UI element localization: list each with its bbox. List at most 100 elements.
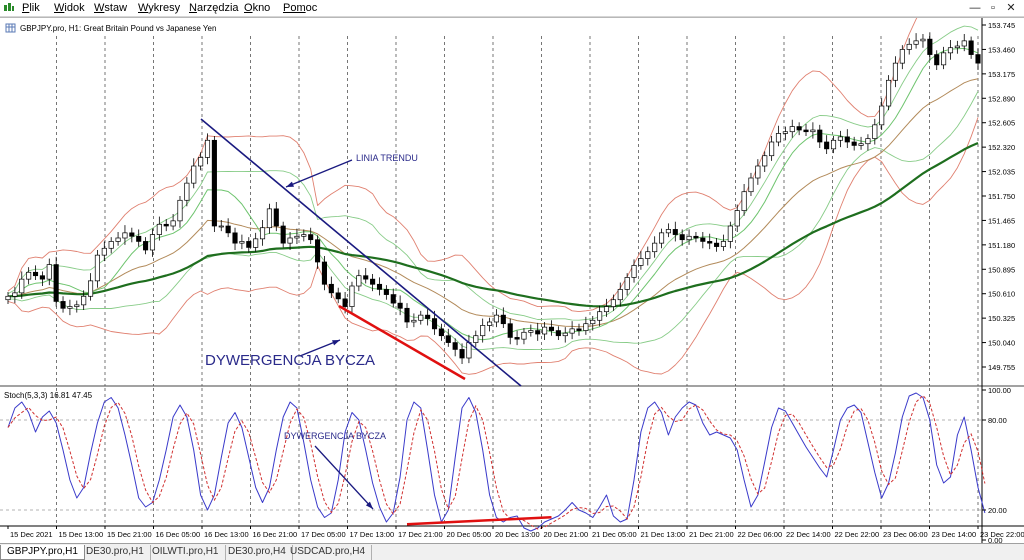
candle-body <box>425 314 431 319</box>
trend-line <box>200 118 522 387</box>
minimize-button[interactable]: — <box>969 2 981 14</box>
candle-body <box>597 311 603 321</box>
candle-body <box>487 321 493 326</box>
candle-body <box>473 335 479 343</box>
candle-body <box>308 234 314 241</box>
lower-band-outer <box>7 117 979 375</box>
candlesticks <box>5 32 981 364</box>
candle-body <box>204 139 211 158</box>
candle-body <box>617 289 623 301</box>
chart-canvas[interactable]: LINIA TRENDU DYWERGENCJA BYCZA DYWERGENCJA… <box>0 18 1024 544</box>
menu-item-3[interactable]: Wykresy <box>138 2 180 15</box>
candle-body <box>156 223 162 235</box>
restore-button[interactable]: ▫ <box>991 2 995 14</box>
candle-body <box>672 229 678 235</box>
price-tick-label: 150.895 <box>988 265 1015 274</box>
chart-tab[interactable]: OILWTI.pro,H1 <box>146 545 226 560</box>
osc-divergence-label: DYWERGENCJA BYCZA <box>284 431 386 441</box>
candle-body <box>810 129 816 133</box>
candle-body <box>631 265 637 278</box>
chart-window[interactable]: LINIA TRENDU DYWERGENCJA BYCZA DYWERGENCJA… <box>0 17 1024 544</box>
candle-body <box>88 280 94 297</box>
chart-tab[interactable]: GBPJPY.pro,H1 <box>0 545 85 560</box>
candle-body <box>645 251 651 259</box>
candle-body <box>762 155 768 167</box>
menu-item-5[interactable]: Okno <box>244 2 270 15</box>
candle-body <box>404 307 410 323</box>
price-tick-label: 150.325 <box>988 314 1015 323</box>
time-scale[interactable]: 15 Dec 2021 15 Dec 13:00 15 Dec 21:00 16 De… <box>7 526 1024 539</box>
candle-body <box>335 292 341 300</box>
chart-tab[interactable]: USDCAD.pro,H4 <box>284 545 373 560</box>
candle-body <box>136 235 142 242</box>
candle-body <box>287 237 293 244</box>
osc-tick-label: 0.00 <box>988 536 1003 544</box>
lower-band-inner <box>7 91 979 351</box>
candle-body <box>693 235 699 239</box>
stoch-signal-line <box>7 394 986 530</box>
menu-mnemonic: W <box>138 2 149 14</box>
candle-body <box>315 239 321 263</box>
time-label: 21 Dec 05:00 <box>592 530 637 539</box>
candle-body <box>555 330 561 337</box>
menu-item-2[interactable]: Wstaw <box>94 2 127 15</box>
menu-item-6[interactable]: Pomoc <box>283 2 317 15</box>
moving-averages <box>7 47 979 341</box>
candle-body <box>294 235 300 239</box>
chart-tab[interactable]: DE30.pro,H4 <box>222 545 293 560</box>
candle-body <box>789 126 795 133</box>
menu-item-1[interactable]: Widok <box>54 2 85 15</box>
candle-body <box>452 342 458 350</box>
time-label: 16 Dec 13:00 <box>204 530 249 539</box>
envelope-bands <box>7 18 979 375</box>
candle-body <box>913 40 919 45</box>
candle-body <box>74 304 80 307</box>
menu-item-4[interactable]: Narzędzia <box>189 2 239 15</box>
candle-body <box>122 232 128 239</box>
price-tick-label: 151.750 <box>988 192 1015 201</box>
time-label: 22 Dec 14:00 <box>786 530 831 539</box>
candle-body <box>397 302 403 309</box>
price-tick-label: 152.035 <box>988 168 1015 177</box>
symbol-info: GBPJPY.pro, H1: Great Britain Pound vs J… <box>20 24 216 33</box>
price-scale[interactable]: 153.745 153.460 153.175 152.890 152.605 152.3… <box>982 21 1015 372</box>
time-label: 15 Dec 21:00 <box>107 530 152 539</box>
candle-body <box>535 330 541 335</box>
time-label: 20 Dec 13:00 <box>495 530 540 539</box>
candle-body <box>803 129 809 133</box>
chart-tab[interactable]: DE30.pro,H1 <box>80 545 151 560</box>
candle-body <box>886 79 892 107</box>
candle-body <box>232 232 238 244</box>
menu-item-0[interactable]: Plik <box>22 2 40 15</box>
candle-body <box>941 52 947 66</box>
close-button[interactable]: ✕ <box>1006 2 1016 14</box>
oscillator-scale[interactable]: 100.00 80.00 20.00 0.00 <box>982 386 1011 544</box>
candle-body <box>81 295 87 306</box>
candle-body <box>239 241 245 244</box>
candle-body <box>218 225 224 228</box>
candle-body <box>129 232 135 237</box>
candle-body <box>376 283 383 290</box>
candle-body <box>782 131 788 134</box>
candle-body <box>714 242 720 247</box>
ma-fast-line <box>7 47 979 341</box>
menu-label: idok <box>64 2 85 14</box>
candle-body <box>500 314 506 325</box>
candle-body <box>259 227 266 240</box>
candle-body <box>493 314 499 323</box>
candle-body <box>328 283 334 294</box>
divergence-price-line <box>338 304 466 381</box>
price-tick-label: 152.320 <box>988 143 1015 152</box>
candle-body <box>899 49 905 64</box>
candle-body <box>590 319 596 325</box>
candle-body <box>301 234 307 237</box>
candle-body <box>246 241 252 248</box>
menu-label: arzędzia <box>196 2 239 14</box>
candle-body <box>968 40 974 55</box>
price-tick-label: 153.745 <box>988 21 1015 30</box>
ma-slow-line <box>7 141 979 308</box>
candle-body <box>191 165 197 184</box>
price-tick-label: 149.755 <box>988 363 1015 372</box>
candle-body <box>638 258 644 266</box>
candle-body <box>514 337 520 340</box>
